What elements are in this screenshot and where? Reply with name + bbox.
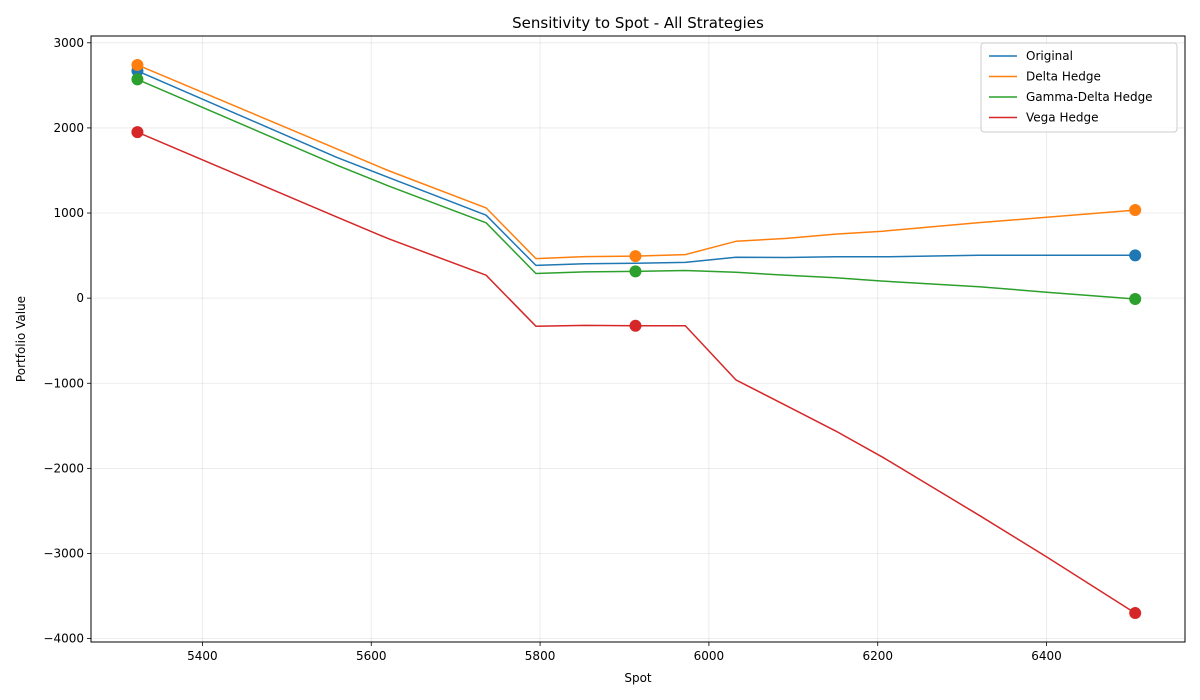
- series-markers: [131, 58, 1142, 620]
- y-tick-label: 3000: [53, 36, 84, 50]
- x-tick-label: 6400: [1031, 649, 1062, 663]
- legend-label-gamma-delta-hedge: Gamma-Delta Hedge: [1026, 90, 1153, 104]
- x-tick-label: 5400: [187, 649, 218, 663]
- y-tick-label: 2000: [53, 121, 84, 135]
- marker-delta-hedge: [131, 58, 144, 71]
- x-axis-ticks: 5400 5600 5800 6000 6200 6400: [187, 642, 1062, 663]
- y-tick-label: −4000: [43, 632, 84, 646]
- y-tick-label: −1000: [43, 376, 84, 390]
- series-line-delta-hedge: [137, 64, 1136, 260]
- x-axis-title: Spot: [624, 671, 652, 685]
- plot-frame: [90, 35, 1186, 643]
- series-line-vega-hedge: [137, 131, 1136, 614]
- x-tick-label: 5800: [525, 649, 556, 663]
- x-tick-label: 5600: [356, 649, 387, 663]
- y-axis-ticks: −4000 −3000 −2000 −1000 0 1000 2000 3000: [43, 36, 91, 646]
- marker-vega-hedge: [1129, 607, 1142, 620]
- series-line-gamma-delta-hedge: [137, 78, 1136, 300]
- x-tick-label: 6200: [862, 649, 893, 663]
- marker-vega-hedge: [629, 319, 642, 332]
- marker-vega-hedge: [131, 126, 144, 139]
- chart-title: Sensitivity to Spot - All Strategies: [512, 14, 764, 32]
- y-axis-title: Portfolio Value: [14, 296, 28, 382]
- y-tick-label: −2000: [43, 461, 84, 475]
- legend: Original Delta Hedge Gamma-Delta Hedge Vega…: [980, 42, 1178, 133]
- legend-label-delta-hedge: Delta Hedge: [1026, 70, 1101, 84]
- marker-gamma-delta-hedge: [629, 265, 642, 278]
- series-lines: [137, 64, 1136, 614]
- marker-delta-hedge: [629, 250, 642, 263]
- y-tick-label: −3000: [43, 546, 84, 560]
- y-tick-label: 1000: [53, 206, 84, 220]
- marker-gamma-delta-hedge: [131, 73, 144, 86]
- y-tick-label: 0: [76, 291, 84, 305]
- legend-box: [980, 42, 1178, 133]
- marker-original: [1129, 249, 1142, 262]
- marker-gamma-delta-hedge: [1129, 292, 1142, 305]
- series-line-original: [137, 70, 1136, 267]
- marker-delta-hedge: [1129, 204, 1142, 217]
- legend-label-vega-hedge: Vega Hedge: [1026, 111, 1098, 125]
- x-tick-label: 6000: [694, 649, 725, 663]
- legend-label-original: Original: [1026, 49, 1073, 63]
